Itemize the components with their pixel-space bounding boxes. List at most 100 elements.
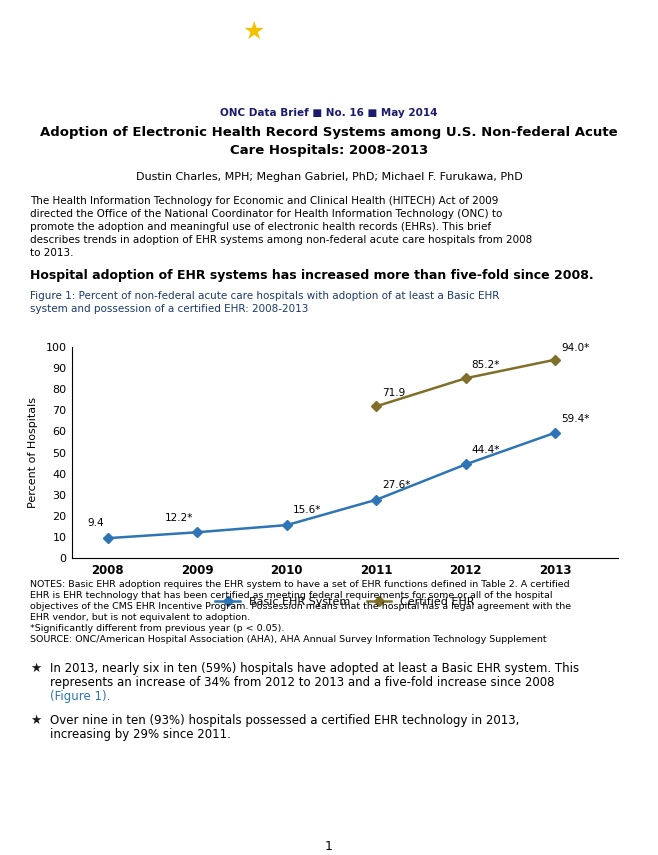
Certified EHR <box>372 401 380 411</box>
Line: Certified EHR: Certified EHR <box>373 357 559 410</box>
Bar <box>604 0 617 90</box>
Text: Adoption of Electronic Health Record Systems among U.S. Non-federal Acute: Adoption of Electronic Health Record Sys… <box>40 126 618 139</box>
Bar <box>512 0 525 90</box>
Bar <box>505 0 518 90</box>
Bar <box>251 0 265 90</box>
Text: EHR vendor, but is not equivalent to adoption.: EHR vendor, but is not equivalent to ado… <box>30 613 250 622</box>
Bar <box>343 0 357 90</box>
Text: 9.4: 9.4 <box>87 518 104 528</box>
Bar <box>351 0 364 90</box>
Bar <box>236 0 249 90</box>
Basic EHR System <box>372 495 380 505</box>
Text: NOTES: Basic EHR adoption requires the EHR system to have a set of EHR functions: NOTES: Basic EHR adoption requires the E… <box>30 580 570 589</box>
Text: increasing by 29% since 2011.: increasing by 29% since 2011. <box>50 728 231 741</box>
Text: ONC Data Brief ■ No. 16 ■ May 2014: ONC Data Brief ■ No. 16 ■ May 2014 <box>220 108 438 118</box>
Bar <box>413 0 426 90</box>
Basic EHR System <box>193 528 201 538</box>
Bar <box>635 0 648 90</box>
Bar <box>397 0 410 90</box>
Bar <box>259 0 272 90</box>
Text: In 2013, nearly six in ten (59%) hospitals have adopted at least a Basic EHR sys: In 2013, nearly six in ten (59%) hospita… <box>50 662 579 675</box>
Text: promote the adoption and meaningful use of electronic health records (EHRs). Thi: promote the adoption and meaningful use … <box>30 222 491 232</box>
Text: SOURCE: ONC/American Hospital Association (AHA), AHA Annual Survey Information T: SOURCE: ONC/American Hospital Associatio… <box>30 635 547 644</box>
Basic EHR System <box>462 459 470 469</box>
Bar <box>220 0 234 90</box>
Bar <box>428 0 441 90</box>
Bar <box>535 0 548 90</box>
Bar <box>497 0 510 90</box>
Text: EHR is EHR technology that has been certified as meeting federal requirements fo: EHR is EHR technology that has been cert… <box>30 591 553 600</box>
Bar <box>328 0 341 90</box>
Bar <box>290 0 303 90</box>
Text: 1: 1 <box>325 840 333 853</box>
Bar <box>313 0 326 90</box>
Bar <box>305 0 318 90</box>
Text: The Health Information Technology for Economic and Clinical Health (HITECH) Act : The Health Information Technology for Ec… <box>30 196 498 206</box>
Basic EHR System <box>551 428 559 438</box>
Bar <box>612 0 625 90</box>
Bar <box>620 0 633 90</box>
Bar <box>274 0 288 90</box>
Bar <box>390 0 403 90</box>
Bar <box>597 0 610 90</box>
Text: Figure 1: Percent of non-federal acute care hospitals with adoption of at least : Figure 1: Percent of non-federal acute c… <box>30 291 499 301</box>
Text: objectives of the CMS EHR Incentive Program. Possession means that the hospital : objectives of the CMS EHR Incentive Prog… <box>30 602 571 611</box>
Text: ★: ★ <box>30 714 41 727</box>
Bar <box>643 0 656 90</box>
Bar <box>420 0 433 90</box>
Bar <box>436 0 449 90</box>
Bar <box>336 0 349 90</box>
Bar <box>359 0 372 90</box>
Text: Over nine in ten (93%) hospitals possessed a certified EHR technology in 2013,: Over nine in ten (93%) hospitals possess… <box>50 714 519 727</box>
Bar <box>228 0 241 90</box>
Bar <box>282 0 295 90</box>
Bar <box>243 0 257 90</box>
Bar <box>297 0 311 90</box>
Text: Hospital adoption of EHR systems has increased more than five-fold since 2008.: Hospital adoption of EHR systems has inc… <box>30 269 594 282</box>
Bar <box>574 0 587 90</box>
Y-axis label: Percent of Hospitals: Percent of Hospitals <box>28 397 39 508</box>
Bar <box>374 0 387 90</box>
Text: Care Hospitals: 2008-2013: Care Hospitals: 2008-2013 <box>230 144 428 157</box>
Bar <box>466 0 479 90</box>
Text: Dustin Charles, MPH; Meghan Gabriel, PhD; Michael F. Furukawa, PhD: Dustin Charles, MPH; Meghan Gabriel, PhD… <box>136 172 522 182</box>
Text: 44.4*: 44.4* <box>471 445 500 455</box>
Bar <box>459 0 472 90</box>
Bar <box>528 0 541 90</box>
Text: ★: ★ <box>30 662 41 675</box>
Text: 12.2*: 12.2* <box>164 512 193 522</box>
Bar <box>197 0 211 90</box>
Bar <box>320 0 334 90</box>
Text: describes trends in adoption of EHR systems among non-federal acute care hospita: describes trends in adoption of EHR syst… <box>30 235 532 245</box>
Bar <box>205 0 218 90</box>
Text: 94.0*: 94.0* <box>561 343 589 353</box>
Bar <box>367 0 380 90</box>
Basic EHR System <box>283 520 291 530</box>
Text: ★: ★ <box>242 20 265 44</box>
Bar <box>405 0 418 90</box>
Text: *Significantly different from previous year (p < 0.05).: *Significantly different from previous y… <box>30 624 284 633</box>
Bar <box>551 0 564 90</box>
Bar <box>627 0 640 90</box>
Text: The Office of the National Coordinator for: The Office of the National Coordinator f… <box>33 27 265 37</box>
Text: 59.4*: 59.4* <box>561 415 590 424</box>
Bar <box>266 0 280 90</box>
Text: Health Information Technology: Health Information Technology <box>33 57 288 73</box>
Bar <box>482 0 495 90</box>
Certified EHR <box>462 373 470 383</box>
Text: represents an increase of 34% from 2012 to 2013 and a five-fold increase since 2: represents an increase of 34% from 2012 … <box>50 676 555 689</box>
Text: to 2013.: to 2013. <box>30 248 74 258</box>
Text: system and possession of a certified EHR: 2008-2013: system and possession of a certified EHR… <box>30 304 309 314</box>
Basic EHR System <box>104 533 112 543</box>
Bar <box>558 0 571 90</box>
Text: 15.6*: 15.6* <box>292 505 320 516</box>
Bar <box>650 0 658 90</box>
Line: Basic EHR System: Basic EHR System <box>105 429 559 541</box>
Legend: Basic EHR System, Certified EHR: Basic EHR System, Certified EHR <box>215 598 474 607</box>
Bar <box>443 0 456 90</box>
Bar <box>543 0 556 90</box>
Bar <box>581 0 594 90</box>
Text: (Figure 1).: (Figure 1). <box>50 690 111 703</box>
Bar <box>474 0 487 90</box>
Bar <box>520 0 533 90</box>
